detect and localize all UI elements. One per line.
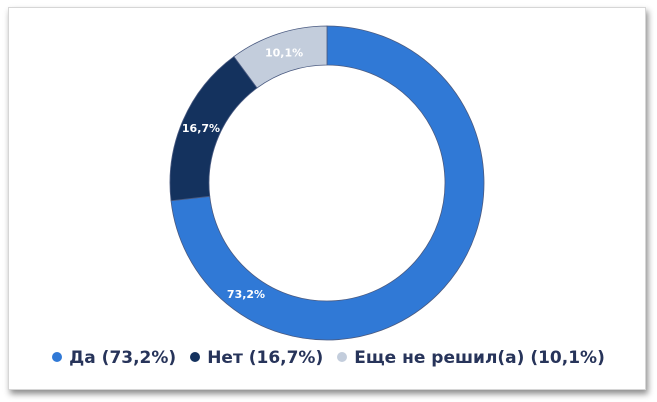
data-label-2: 10,1% (265, 46, 303, 59)
legend-marker-icon (190, 352, 201, 362)
legend-label: Да (73,2%) (69, 348, 177, 368)
legend: Да (73,2%) Нет (16,7%) Еще не решил(а) (10… (0, 348, 657, 368)
legend-label: Еще не решил(а) (10,1%) (354, 348, 605, 368)
data-label-1: 16,7% (182, 122, 220, 135)
slice-2 (233, 25, 328, 89)
data-label-0: 73,2% (227, 288, 265, 301)
legend-item-2[interactable]: Еще не решил(а) (10,1%) (337, 348, 605, 368)
legend-item-0[interactable]: Да (73,2%) (52, 348, 176, 368)
slice-0 (170, 25, 485, 341)
legend-item-1[interactable]: Нет (16,7%) (190, 348, 323, 368)
legend-marker-icon (337, 352, 348, 362)
legend-label: Нет (16,7%) (207, 348, 324, 368)
legend-marker-icon (52, 352, 63, 362)
